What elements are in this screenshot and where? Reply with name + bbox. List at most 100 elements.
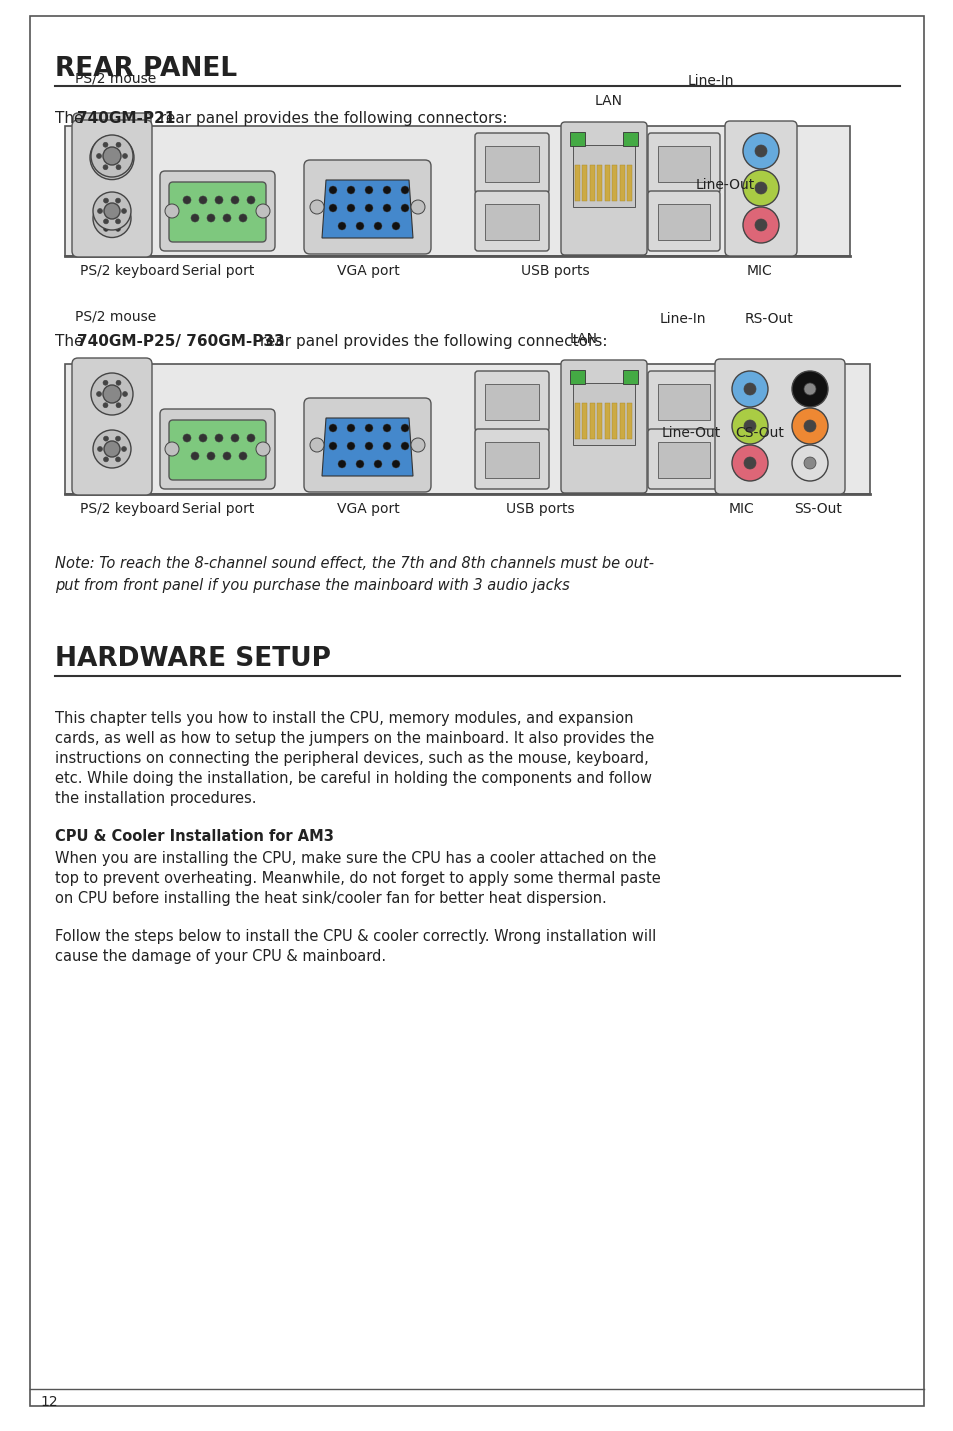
FancyBboxPatch shape — [714, 359, 844, 494]
FancyBboxPatch shape — [160, 170, 274, 250]
Circle shape — [123, 155, 129, 160]
Circle shape — [91, 373, 132, 415]
Circle shape — [743, 456, 755, 469]
FancyBboxPatch shape — [560, 122, 646, 255]
Text: USB ports: USB ports — [505, 502, 574, 517]
Circle shape — [122, 392, 128, 396]
Circle shape — [97, 216, 102, 220]
Circle shape — [121, 216, 127, 220]
Text: CS-Out: CS-Out — [734, 426, 783, 439]
Circle shape — [103, 142, 108, 147]
Circle shape — [92, 199, 131, 238]
Circle shape — [742, 170, 779, 206]
Circle shape — [97, 209, 102, 213]
Circle shape — [116, 165, 121, 170]
Circle shape — [803, 421, 815, 432]
Circle shape — [392, 459, 399, 468]
Circle shape — [400, 424, 409, 432]
Circle shape — [207, 215, 214, 222]
Circle shape — [382, 205, 391, 212]
Circle shape — [95, 155, 101, 160]
Circle shape — [731, 445, 767, 481]
Text: top to prevent overheating. Meanwhile, do not forget to apply some thermal paste: top to prevent overheating. Meanwhile, d… — [55, 871, 660, 886]
Bar — [589, 404, 595, 439]
Circle shape — [115, 456, 120, 462]
Circle shape — [214, 196, 223, 205]
Circle shape — [116, 167, 122, 173]
Circle shape — [103, 381, 108, 385]
Circle shape — [382, 442, 391, 449]
Circle shape — [103, 456, 109, 462]
Text: Line-In: Line-In — [659, 312, 706, 326]
Circle shape — [803, 384, 815, 395]
Circle shape — [754, 145, 766, 157]
Bar — [573, 384, 635, 445]
Circle shape — [329, 424, 336, 432]
Bar — [65, 126, 849, 256]
FancyBboxPatch shape — [647, 133, 720, 193]
Bar — [484, 146, 538, 182]
Bar — [597, 404, 602, 439]
Text: rear panel provides the following connectors:: rear panel provides the following connec… — [154, 112, 507, 126]
Bar — [604, 165, 609, 200]
FancyBboxPatch shape — [71, 358, 152, 495]
FancyBboxPatch shape — [647, 429, 720, 489]
Bar — [612, 404, 617, 439]
FancyBboxPatch shape — [475, 371, 548, 431]
Circle shape — [102, 143, 108, 149]
Text: VGA port: VGA port — [336, 502, 399, 517]
Circle shape — [102, 167, 108, 173]
Circle shape — [96, 392, 101, 396]
Text: The: The — [55, 333, 89, 349]
Text: PS/2 keyboard: PS/2 keyboard — [80, 502, 179, 517]
Bar — [604, 404, 609, 439]
Text: HARDWARE SETUP: HARDWARE SETUP — [55, 645, 331, 673]
Circle shape — [731, 408, 767, 444]
Circle shape — [103, 197, 109, 203]
FancyBboxPatch shape — [304, 160, 431, 253]
Circle shape — [355, 222, 364, 230]
Circle shape — [791, 408, 827, 444]
Text: instructions on connecting the peripheral devices, such as the mouse, keyboard,: instructions on connecting the periphera… — [55, 751, 648, 766]
Bar — [569, 371, 584, 384]
Circle shape — [365, 442, 373, 449]
Text: SS-Out: SS-Out — [793, 502, 841, 517]
Circle shape — [103, 436, 109, 441]
Circle shape — [329, 442, 336, 449]
Text: Note: To reach the 8-channel sound effect, the 7th and 8th channels must be out-: Note: To reach the 8-channel sound effec… — [55, 557, 654, 571]
Bar — [627, 404, 632, 439]
Circle shape — [115, 219, 120, 223]
Circle shape — [90, 136, 133, 180]
Circle shape — [121, 446, 127, 452]
Circle shape — [400, 442, 409, 449]
Circle shape — [803, 456, 815, 469]
Text: The: The — [55, 112, 89, 126]
FancyBboxPatch shape — [475, 190, 548, 250]
Circle shape — [103, 226, 109, 232]
Bar — [658, 442, 709, 478]
Bar — [569, 132, 584, 146]
Circle shape — [199, 196, 207, 205]
Circle shape — [103, 219, 109, 223]
Circle shape — [116, 143, 122, 149]
Circle shape — [742, 207, 779, 243]
Text: Line-In: Line-In — [687, 74, 734, 87]
Text: RS-Out: RS-Out — [744, 312, 793, 326]
Bar — [597, 165, 602, 200]
Text: 12: 12 — [40, 1395, 57, 1410]
Circle shape — [223, 452, 231, 459]
Circle shape — [103, 385, 121, 404]
Circle shape — [310, 438, 324, 452]
Circle shape — [365, 424, 373, 432]
Text: 740GM-P25/ 760GM-P33: 740GM-P25/ 760GM-P33 — [77, 333, 284, 349]
Circle shape — [116, 381, 121, 385]
Circle shape — [329, 186, 336, 195]
Circle shape — [374, 459, 381, 468]
Bar — [65, 363, 869, 494]
Text: 740GM-P21: 740GM-P21 — [77, 112, 175, 126]
Circle shape — [115, 197, 120, 203]
Circle shape — [382, 186, 391, 195]
Bar — [612, 165, 617, 200]
Text: cards, as well as how to setup the jumpers on the mainboard. It also provides th: cards, as well as how to setup the jumpe… — [55, 731, 654, 746]
Text: etc. While doing the installation, be careful in holding the components and foll: etc. While doing the installation, be ca… — [55, 771, 651, 786]
